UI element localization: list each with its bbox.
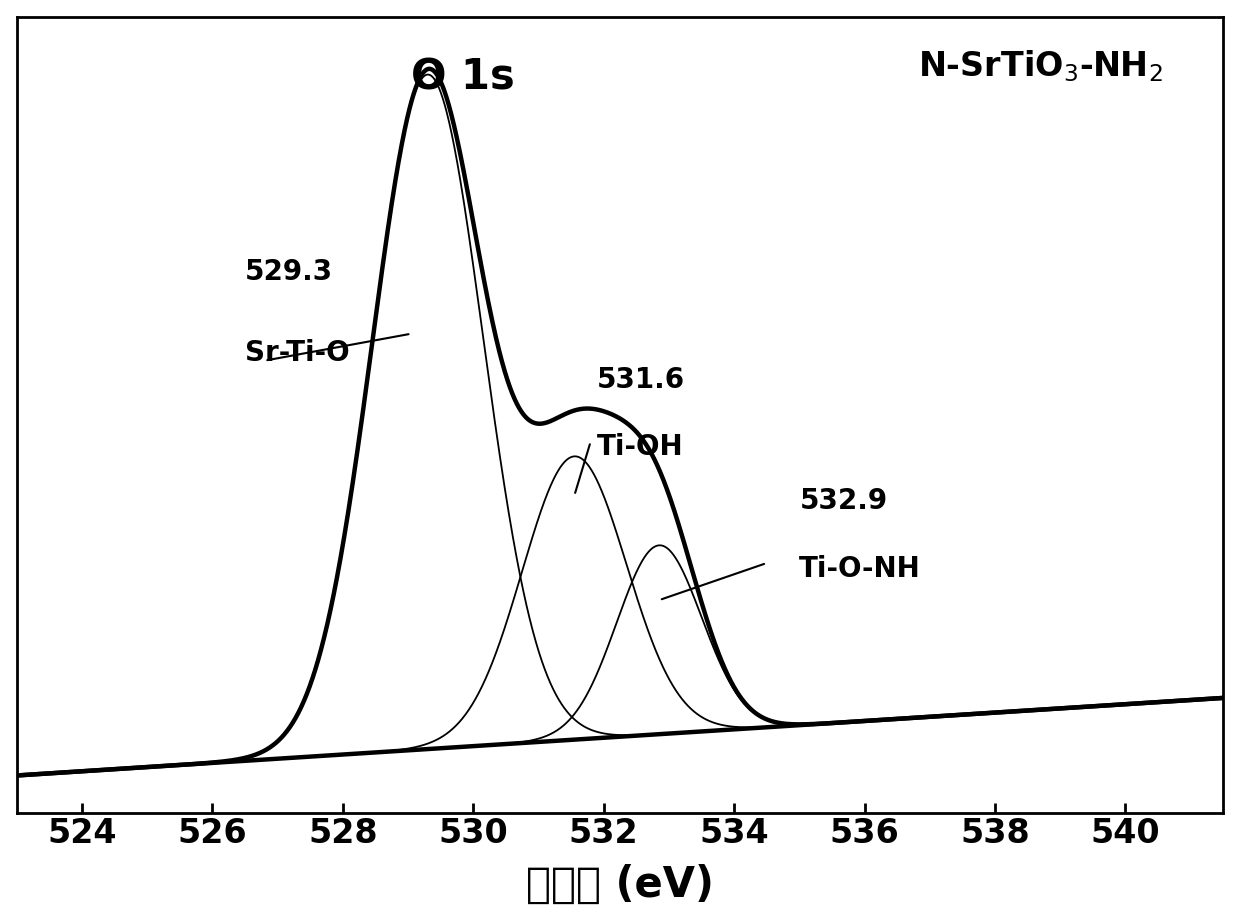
Text: 531.6: 531.6 <box>598 366 686 393</box>
Text: 532.9: 532.9 <box>800 487 888 515</box>
Text: 529.3: 529.3 <box>246 258 334 286</box>
Text: Sr-Ti-O: Sr-Ti-O <box>246 339 350 366</box>
X-axis label: 结合能 (eV): 结合能 (eV) <box>526 864 714 906</box>
Text: Ti-OH: Ti-OH <box>598 433 683 462</box>
Text: N-SrTiO$_3$-NH$_2$: N-SrTiO$_3$-NH$_2$ <box>918 49 1163 84</box>
Text: O 1s: O 1s <box>412 56 515 99</box>
Text: Ti-O-NH: Ti-O-NH <box>800 555 921 582</box>
